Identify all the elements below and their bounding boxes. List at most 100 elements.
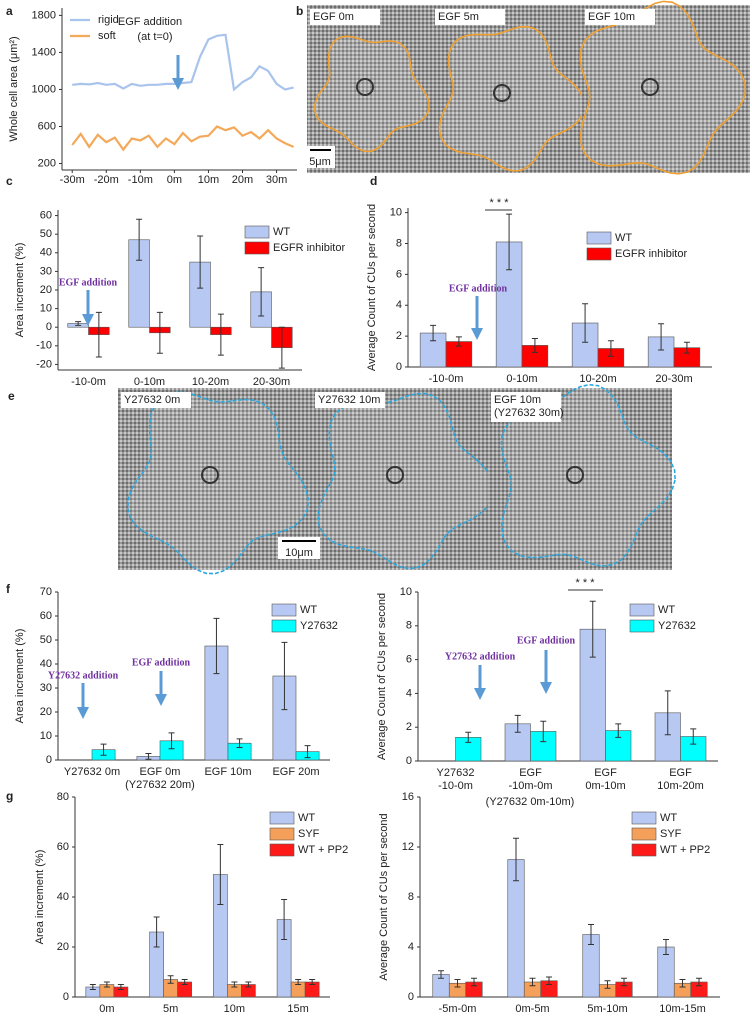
error-bar [506,213,513,271]
annotation: EGF addition [517,635,576,646]
legend-label: rigid [98,14,119,26]
microscopy-frame [582,5,750,173]
x-tick-label: 20-30m [253,376,290,388]
x-tick-label: -30m [60,174,85,186]
y-tick-label: 1800 [32,9,56,21]
legend-swatch [631,843,657,857]
error-bar [95,311,102,358]
nucleus [386,466,404,484]
nucleus [493,84,511,102]
annotation: * * * [576,577,596,589]
y-axis-label: Whole cell area (μm²) [8,36,20,141]
panel-label: g [6,789,13,803]
legend-label: WT [298,812,315,824]
y-tick-label: 8 [408,891,414,903]
cell-outline [438,25,586,172]
y-tick-label: 60 [57,841,69,853]
y-tick-label: 0 [406,755,412,767]
microscopy-frame [432,5,582,173]
annotation: EGF addition [118,16,182,28]
frame-label: Y27632 0m [124,394,180,406]
frame-label-box [585,9,655,25]
legend-label: WT [273,226,290,238]
x-tick-label: EGF [594,767,617,779]
error-bar [471,977,477,987]
legend-swatch [244,225,270,239]
x-tick-label: -10m-0m [508,780,552,792]
x-tick-label: EGF [669,767,692,779]
error-bar [136,218,143,261]
x-tick-label: 0-10m [134,376,165,388]
x-tick-label: EGF 20m [272,766,319,778]
annotation: * * * [490,197,510,209]
y-tick-label: 4 [408,941,414,953]
legend-swatch [244,241,270,255]
legend-label: WT [660,812,677,824]
x-tick-label: -10-0m [438,780,473,792]
y-tick-label: 2 [406,721,412,733]
error-bar [213,617,220,675]
frame-label: EGF 10m [494,394,541,406]
x-tick-label: (Y27632 20m) [125,779,195,791]
legend-swatch [631,811,657,825]
error-bar [281,899,288,940]
panel-label: c [6,174,13,188]
y-tick-label: 60 [40,610,52,622]
scale-bar-box [306,146,335,168]
y-tick-label: 10 [40,303,52,315]
annotation: (at t=0) [137,31,172,43]
x-tick-label: 15m [287,1003,308,1015]
error-bar [309,979,316,985]
cell-outline [317,392,495,570]
error-bar [89,984,96,990]
x-tick-label: 30m [266,174,287,186]
y-axis-label: Area increment (%) [14,629,26,724]
legend-swatch [629,619,655,633]
error-bar [103,981,110,988]
error-bar [304,745,311,759]
annotation: EGF addition [449,283,508,294]
error-bar [295,979,302,985]
x-tick-label: EGF 10m [204,766,251,778]
y-tick-label: 8 [406,620,412,632]
error-bar [153,916,160,948]
y-tick-label: 8 [396,237,402,249]
y-tick-label: 200 [38,157,56,169]
x-tick-label: EGF [519,767,542,779]
frame-label-box [491,392,561,422]
panel-label: f [6,582,11,596]
panel-label: a [6,4,13,18]
x-tick-label: 10-20m [579,373,616,385]
nucleus [356,78,374,96]
y-tick-label: 0 [46,754,52,766]
y-tick-label: 60 [40,209,52,221]
x-tick-label: 0m [167,174,182,186]
annotation: (Y27632 0m-10m) [486,796,575,808]
error-bar [540,720,547,743]
frame-label-box [315,392,385,408]
y-tick-label: 0 [63,991,69,1003]
x-tick-label: 0m [99,1003,114,1015]
legend-label: EGFR inhibitor [615,248,687,260]
error-bar [607,340,614,357]
error-bar [582,303,589,343]
legend-label: SYF [298,828,320,840]
x-tick-label: 0-10m [506,373,537,385]
microscopy-frame [307,5,432,173]
error-bar [278,326,285,369]
nucleus [201,466,219,484]
x-tick-label: 20m [232,174,253,186]
panel-label: e [8,389,15,403]
error-bar [529,977,536,987]
y-tick-label: 10 [390,207,402,219]
cell-outline [313,35,430,153]
y-tick-label: 12 [402,841,414,853]
frame-label: EGF 5m [438,11,479,23]
error-bar [181,979,188,985]
legend-label: soft [98,30,116,42]
frame-label-box [435,9,505,25]
error-bar [465,731,472,743]
error-bar [217,844,224,905]
y-tick-label: 30 [40,682,52,694]
error-bar [588,924,594,945]
